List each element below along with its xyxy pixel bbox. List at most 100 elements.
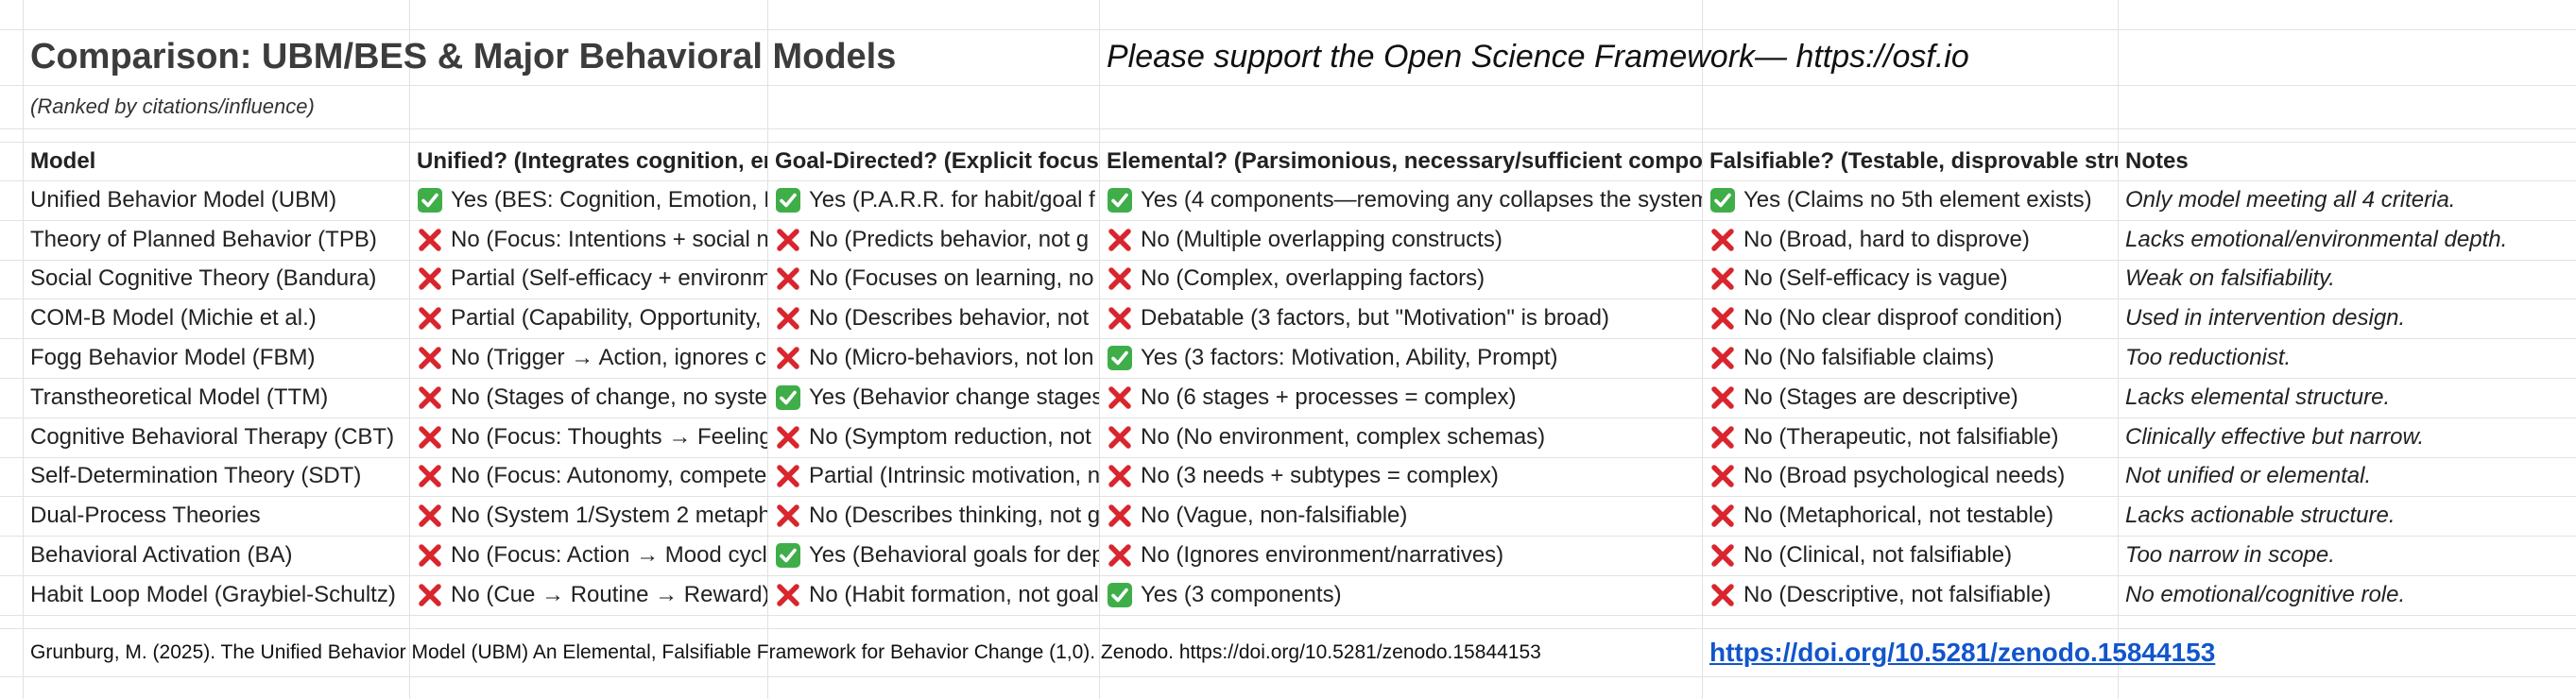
- status-text: No (Stages of change, no syste: [451, 384, 767, 410]
- note-cell: Too reductionist.: [2125, 345, 2292, 371]
- status-text: No (No environment, complex schemas): [1141, 423, 1546, 450]
- status-cell: No (No clear disproof condition): [1702, 298, 2118, 338]
- grid-row-line: [0, 676, 2576, 677]
- status-cell: No (Predicts behavior, not g: [767, 220, 1099, 260]
- status-cell: No (Complex, overlapping factors): [1099, 260, 1702, 299]
- status-text: No (Descriptive, not falsifiable): [1743, 581, 2052, 607]
- status-text: No (Focus: Autonomy, compete: [451, 463, 767, 489]
- cross-icon: [1711, 544, 1734, 567]
- status-cell: No (Focus: Action → Mood cycl: [409, 536, 767, 575]
- status-cell: Yes (3 components): [1099, 575, 1702, 615]
- check-icon: [1108, 346, 1132, 371]
- check-icon: [418, 187, 442, 213]
- status-text: Yes (4 components—removing any collapses…: [1141, 186, 1702, 213]
- status-cell: No (Stages are descriptive): [1702, 378, 2118, 418]
- status-text: Yes (BES: Cognition, Emotion, E: [451, 186, 767, 213]
- status-cell: No (Focus: Intentions + social n: [409, 220, 767, 260]
- cross-icon: [1108, 267, 1131, 291]
- status-cell: No (Symptom reduction, not: [767, 418, 1099, 457]
- status-cell: No (Describes thinking, not g: [767, 496, 1099, 536]
- cross-icon: [419, 386, 441, 409]
- grid-row-line: [0, 456, 2576, 458]
- model-cell: Fogg Behavior Model (FBM): [30, 345, 316, 371]
- cross-icon: [777, 228, 799, 251]
- status-text: No (Cue → Routine → Reward): [451, 581, 767, 607]
- status-cell: No (Descriptive, not falsifiable): [1702, 575, 2118, 615]
- grid-column-line: [1702, 0, 1703, 699]
- model-cell: Habit Loop Model (Graybiel-Schultz): [30, 581, 396, 607]
- status-cell: No (Therapeutic, not falsifiable): [1702, 418, 2118, 457]
- cross-icon: [1108, 465, 1131, 488]
- grid-column-line: [1099, 0, 1100, 699]
- status-text: Debatable (3 factors, but "Motivation" i…: [1141, 305, 1609, 332]
- status-cell: Partial (Intrinsic motivation, n: [767, 457, 1099, 497]
- status-text: No (6 stages + processes = complex): [1141, 384, 1517, 410]
- cross-icon: [777, 584, 799, 606]
- status-cell: Yes (Behavioral goals for dep: [767, 536, 1099, 575]
- status-text: No (Symptom reduction, not: [809, 423, 1091, 450]
- status-cell: No (Broad psychological needs): [1702, 457, 2118, 497]
- grid-row-line: [0, 298, 2576, 300]
- cross-icon: [1711, 584, 1734, 606]
- model-cell: Self-Determination Theory (SDT): [30, 463, 362, 489]
- check-icon: [776, 543, 800, 569]
- check-icon: [776, 384, 800, 410]
- status-text: No (No clear disproof condition): [1743, 305, 2063, 332]
- cross-icon: [777, 267, 799, 291]
- subtitle: (Ranked by citations/influence): [30, 94, 315, 118]
- grid-row-line: [0, 128, 2576, 129]
- grid-row-line: [0, 180, 2576, 181]
- status-text: Yes (Claims no 5th element exists): [1743, 186, 2092, 213]
- status-text: Partial (Capability, Opportunity,: [451, 305, 762, 332]
- cross-icon: [1108, 228, 1131, 251]
- cross-icon: [419, 544, 441, 567]
- cross-icon: [777, 347, 799, 369]
- cross-icon: [1108, 425, 1131, 449]
- model-cell: COM-B Model (Michie et al.): [30, 305, 317, 332]
- status-text: No (Complex, overlapping factors): [1141, 265, 1485, 292]
- status-cell: No (No falsifiable claims): [1702, 338, 2118, 378]
- status-text: Yes (Behavior change stages: [809, 384, 1099, 410]
- status-cell: No (6 stages + processes = complex): [1099, 378, 1702, 418]
- note-cell: Too narrow in scope.: [2125, 542, 2335, 569]
- note-cell: No emotional/cognitive role.: [2125, 581, 2406, 607]
- status-text: Yes (3 factors: Motivation, Ability, Pro…: [1141, 345, 1558, 371]
- model-cell: Cognitive Behavioral Therapy (CBT): [30, 423, 395, 450]
- status-cell: No (Broad, hard to disprove): [1702, 220, 2118, 260]
- cross-icon: [419, 465, 441, 488]
- model-cell: Transtheoretical Model (TTM): [30, 384, 329, 410]
- grid-row-line: [0, 496, 2576, 498]
- status-text: Yes (3 components): [1141, 581, 1342, 607]
- grid-row-line: [0, 338, 2576, 340]
- column-header: Falsifiable? (Testable, disprovable stru: [1709, 147, 2118, 174]
- grid-column-line: [767, 0, 768, 699]
- status-cell: No (Multiple overlapping constructs): [1099, 220, 1702, 260]
- status-cell: No (System 1/System 2 metaph: [409, 496, 767, 536]
- status-text: No (Clinical, not falsifiable): [1743, 542, 2013, 569]
- status-cell: No (Micro-behaviors, not lon: [767, 338, 1099, 378]
- status-text: No (Focus: Intentions + social n: [451, 226, 767, 252]
- status-cell: No (No environment, complex schemas): [1099, 418, 1702, 457]
- column-header: Notes: [2125, 147, 2189, 174]
- note-cell: Lacks emotional/environmental depth.: [2125, 226, 2508, 252]
- doi-link[interactable]: https://doi.org/10.5281/zenodo.15844153: [1709, 637, 2216, 667]
- cross-icon: [777, 465, 799, 488]
- status-cell: No (Clinical, not falsifiable): [1702, 536, 2118, 575]
- status-cell: Partial (Capability, Opportunity,: [409, 298, 767, 338]
- status-text: No (Focuses on learning, no: [809, 265, 1094, 292]
- grid-column-line: [409, 0, 410, 699]
- cross-icon: [1711, 386, 1734, 409]
- grid-column-line: [23, 0, 24, 699]
- status-text: No (Broad psychological needs): [1743, 463, 2066, 489]
- column-header: Elemental? (Parsimonious, necessary/suff…: [1107, 147, 1702, 174]
- note-cell: Only model meeting all 4 criteria.: [2125, 186, 2456, 213]
- check-icon: [776, 187, 800, 213]
- cross-icon: [777, 504, 799, 528]
- model-cell: Unified Behavior Model (UBM): [30, 186, 337, 213]
- cross-icon: [1108, 544, 1131, 567]
- model-cell: Behavioral Activation (BA): [30, 542, 293, 569]
- model-cell: Social Cognitive Theory (Bandura): [30, 265, 377, 292]
- cross-icon: [419, 228, 441, 251]
- cross-icon: [419, 425, 441, 449]
